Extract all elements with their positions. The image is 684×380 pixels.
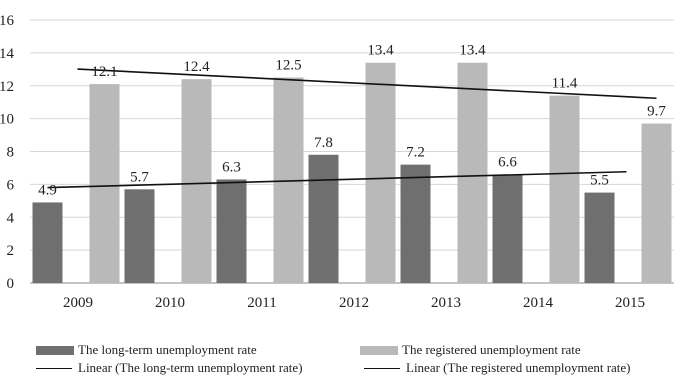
legend-label-linear-long-term: Linear (The long-term unemployment rate)	[78, 360, 303, 375]
y-tick-label: 6	[7, 177, 15, 193]
data-label: 7.2	[406, 145, 425, 161]
data-label: 12.5	[275, 58, 301, 74]
trendline	[47, 170, 627, 189]
bar	[216, 179, 247, 283]
y-tick-label: 4	[7, 210, 15, 226]
data-label: 5.7	[130, 169, 149, 185]
data-label: 9.7	[647, 104, 666, 120]
legend-swatch-long-term	[36, 345, 74, 355]
y-tick-label: 2	[7, 243, 15, 259]
x-tick-label: 2009	[63, 295, 93, 311]
bar	[308, 154, 339, 283]
bar	[584, 192, 615, 283]
x-tick-label: 2012	[339, 295, 369, 311]
data-label: 12.4	[183, 59, 210, 75]
bar	[124, 189, 155, 283]
y-tick-label: 12	[0, 79, 14, 95]
y-tick-label: 16	[0, 13, 15, 29]
legend-label-linear-registered: Linear (The registered unemployment rate…	[406, 360, 631, 375]
y-tick-label: 14	[0, 46, 15, 62]
x-tick-label: 2010	[155, 295, 185, 311]
y-tick-label: 8	[7, 145, 15, 161]
data-label: 5.5	[590, 173, 609, 189]
legend-label-long-term: The long-term unemployment rate	[78, 342, 257, 357]
data-label: 11.4	[552, 76, 578, 92]
legend: The long-term unemployment rate The regi…	[0, 338, 684, 380]
legend-line-linear-long-term	[36, 367, 72, 369]
bar	[365, 62, 396, 283]
y-axis-ticks: 0 2 4 6 8 10 12 14 16	[0, 13, 15, 292]
chart: 0 2 4 6 8 10 12 14 16 4.9 5.7 6.3 7.8 7.2 6.6 5.5 12.1 1…	[0, 13, 674, 311]
bar	[492, 174, 523, 283]
bar	[89, 84, 120, 283]
legend-item-registered: The registered unemployment rate	[360, 342, 581, 358]
bar	[400, 164, 431, 283]
legend-item-linear-long-term: Linear (The long-term unemployment rate)	[36, 360, 303, 376]
bar	[181, 79, 212, 283]
data-labels: 4.9 5.7 6.3 7.8 7.2 6.6 5.5 12.1 12.4 12.5 13.4 13.…	[38, 43, 666, 199]
data-label: 12.1	[91, 64, 117, 80]
bar	[549, 95, 580, 283]
x-tick-label: 2013	[431, 295, 461, 311]
trendline	[77, 68, 657, 100]
y-tick-label: 0	[7, 276, 15, 292]
bar	[457, 62, 488, 283]
legend-swatch-registered	[360, 345, 398, 355]
data-label: 7.8	[314, 135, 333, 151]
data-label: 4.9	[38, 182, 57, 198]
data-label: 13.4	[459, 43, 486, 59]
y-tick-label: 10	[0, 112, 14, 128]
x-axis-ticks: 2009 2010 2011 2012 2013 2014 2015	[63, 295, 645, 311]
bars	[32, 62, 672, 284]
legend-item-long-term: The long-term unemployment rate	[36, 342, 257, 358]
legend-item-linear-registered: Linear (The registered unemployment rate…	[364, 360, 631, 376]
x-tick-label: 2011	[247, 295, 276, 311]
data-label: 6.3	[222, 159, 241, 175]
trendlines	[47, 68, 657, 189]
bar	[641, 123, 672, 284]
x-tick-label: 2014	[523, 295, 554, 311]
data-label: 13.4	[367, 43, 394, 59]
legend-label-registered: The registered unemployment rate	[402, 342, 581, 357]
x-tick-label: 2015	[615, 295, 645, 311]
bar	[32, 202, 63, 283]
legend-line-linear-registered	[364, 367, 400, 369]
data-label: 6.6	[498, 155, 517, 171]
